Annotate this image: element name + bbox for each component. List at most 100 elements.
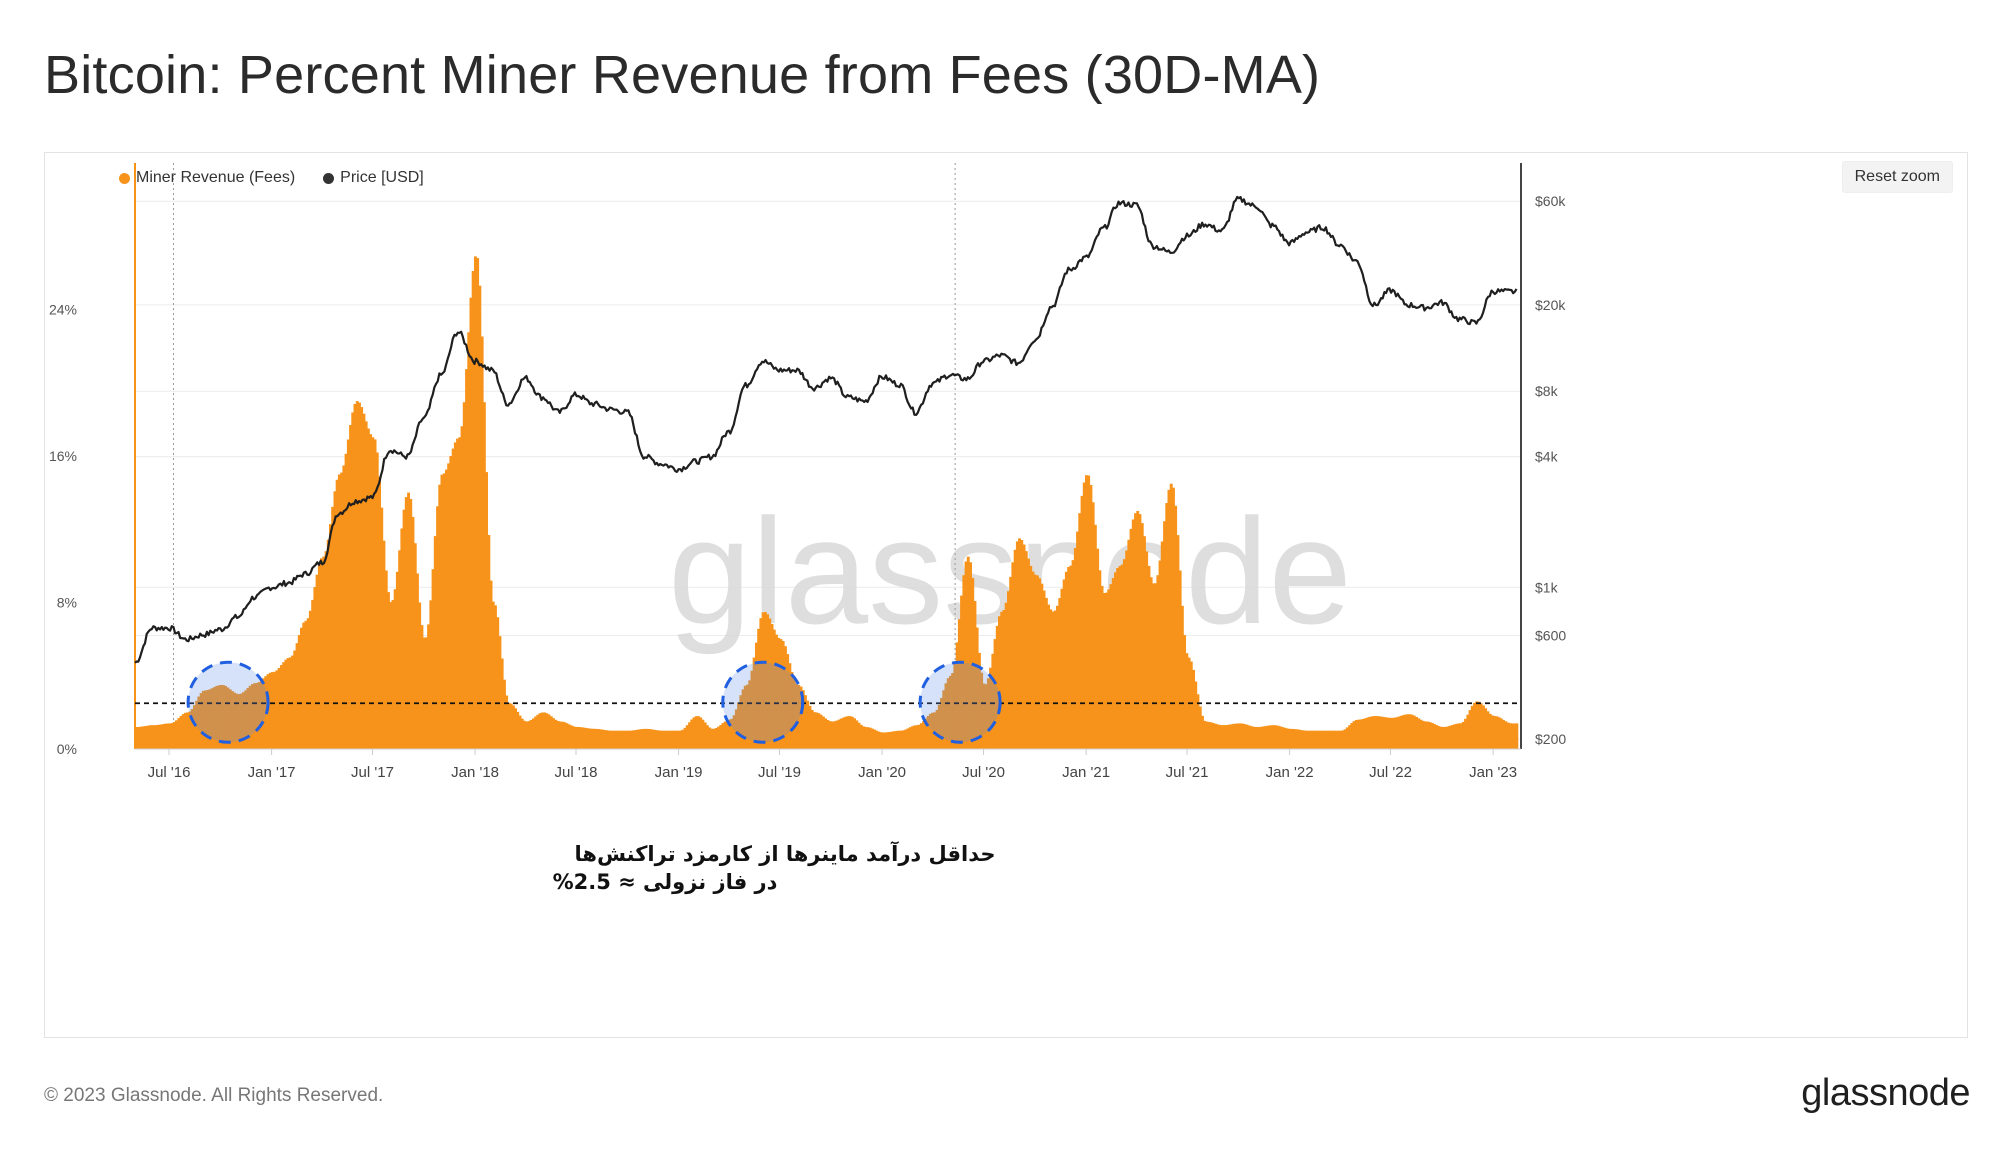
fees-bar-123 — [409, 499, 413, 749]
fees-bar-23 — [186, 712, 190, 749]
fees-bar-34 — [210, 688, 214, 749]
fees-bar-240 — [670, 730, 674, 749]
fees-bar-206 — [594, 728, 598, 749]
fees-bar-13 — [164, 723, 167, 749]
fees-bar-273 — [743, 685, 747, 749]
fees-bar-414 — [1058, 598, 1062, 749]
fees-bar-149 — [467, 332, 471, 749]
fees-bar-146 — [460, 426, 464, 749]
fees-bar-14 — [166, 723, 170, 749]
fees-bar-226 — [639, 729, 642, 749]
fees-bar-272 — [741, 689, 745, 749]
fees-bar-448 — [1134, 513, 1137, 749]
fees-bar-404 — [1036, 575, 1039, 749]
fees-bar-213 — [610, 730, 613, 749]
fees-bar-165 — [503, 679, 506, 749]
fees-bar-78 — [308, 610, 312, 749]
fees-bar-51 — [248, 685, 252, 749]
fees-bar-379 — [980, 672, 984, 749]
fees-bar-585 — [1439, 726, 1443, 749]
fees-bar-265 — [726, 720, 729, 749]
fees-bar-170 — [514, 708, 517, 749]
fees-bar-597 — [1466, 714, 1470, 749]
fees-bar-73 — [297, 635, 301, 749]
fees-bar-95 — [346, 439, 350, 749]
fees-bar-81 — [315, 574, 319, 749]
x-tick-label-6: Jul '19 — [758, 764, 801, 781]
reset-zoom-button[interactable]: Reset zoom — [1841, 161, 1953, 193]
fees-bar-128 — [420, 625, 424, 749]
fees-bar-134 — [433, 536, 437, 749]
fees-bar-162 — [496, 617, 500, 749]
y-right-tick-label-4: $8k — [1535, 383, 1559, 399]
fees-bar-363 — [944, 683, 948, 749]
fees-bar-175 — [525, 721, 529, 749]
fees-bar-410 — [1049, 609, 1053, 749]
fees-bar-154 — [478, 285, 482, 749]
fees-bar-181 — [538, 713, 542, 749]
fees-bar-450 — [1138, 514, 1142, 749]
fees-bar-207 — [596, 729, 600, 749]
fees-bar-309 — [824, 718, 827, 749]
fees-bar-234 — [656, 730, 660, 749]
fees-bar-124 — [411, 516, 415, 749]
fees-bar-497 — [1243, 724, 1247, 749]
fees-bar-56 — [259, 680, 263, 749]
fees-bar-586 — [1441, 727, 1445, 749]
fees-bar-202 — [585, 728, 589, 749]
fees-bar-279 — [757, 628, 761, 749]
fees-bar-384 — [991, 653, 995, 749]
fees-bar-612 — [1499, 718, 1503, 749]
fees-bar-268 — [732, 715, 736, 749]
legend-item-fees[interactable]: Miner Revenue (Fees) — [119, 169, 295, 187]
fees-bar-482 — [1209, 722, 1213, 749]
fees-bar-605 — [1484, 708, 1488, 749]
fees-bar-455 — [1149, 577, 1153, 749]
fees-bar-42 — [228, 689, 232, 749]
x-tick-label-9: Jan '21 — [1062, 764, 1110, 781]
fees-bar-242 — [674, 730, 678, 749]
fees-bar-376 — [973, 601, 977, 749]
annotation-circles — [186, 660, 1002, 744]
fees-bar-531 — [1319, 730, 1323, 749]
fees-bar-317 — [841, 717, 845, 749]
fees-bar-582 — [1432, 724, 1436, 749]
fees-bar-533 — [1323, 730, 1327, 749]
fees-bar-598 — [1468, 710, 1472, 749]
fees-bar-17 — [172, 722, 176, 749]
fees-bar-441 — [1118, 566, 1122, 749]
fees-bar-304 — [812, 712, 816, 749]
y-right-tick-label-5: $20k — [1535, 297, 1566, 313]
fees-bar-20 — [179, 716, 183, 749]
legend-item-price[interactable]: Price [USD] — [323, 169, 424, 187]
fees-bar-310 — [826, 720, 830, 749]
fees-bar-352 — [920, 723, 923, 749]
fees-bar-122 — [407, 492, 410, 749]
legend-dot-price — [323, 172, 335, 184]
fees-bar-570 — [1406, 714, 1410, 749]
fees-bar-417 — [1064, 571, 1068, 749]
fees-bar-239 — [668, 730, 671, 749]
fees-bar-291 — [784, 646, 787, 749]
fees-bar-392 — [1009, 576, 1013, 749]
fees-bar-580 — [1428, 722, 1432, 749]
fees-bar-468 — [1178, 570, 1182, 749]
glassnode-logo[interactable]: glassnode — [1801, 1072, 1970, 1114]
price-series — [134, 195, 1518, 664]
fees-bar-433 — [1100, 585, 1104, 749]
fees-bar-554 — [1370, 716, 1374, 749]
fees-bar-88 — [331, 506, 335, 749]
fees-bar-222 — [630, 730, 633, 749]
fees-bar-43 — [230, 691, 234, 749]
fees-bar-105 — [369, 434, 373, 749]
fees-bar-54 — [255, 683, 259, 749]
fees-bar-84 — [322, 556, 326, 749]
fees-bar-176 — [527, 721, 531, 749]
fees-bar-509 — [1270, 725, 1273, 749]
fees-bar-555 — [1372, 716, 1376, 749]
fees-bar-171 — [516, 711, 520, 749]
x-tick-label-8: Jul '20 — [962, 764, 1005, 781]
fees-bar-67 — [284, 659, 288, 749]
fees-bar-415 — [1060, 588, 1064, 749]
fees-bar-594 — [1459, 723, 1463, 749]
